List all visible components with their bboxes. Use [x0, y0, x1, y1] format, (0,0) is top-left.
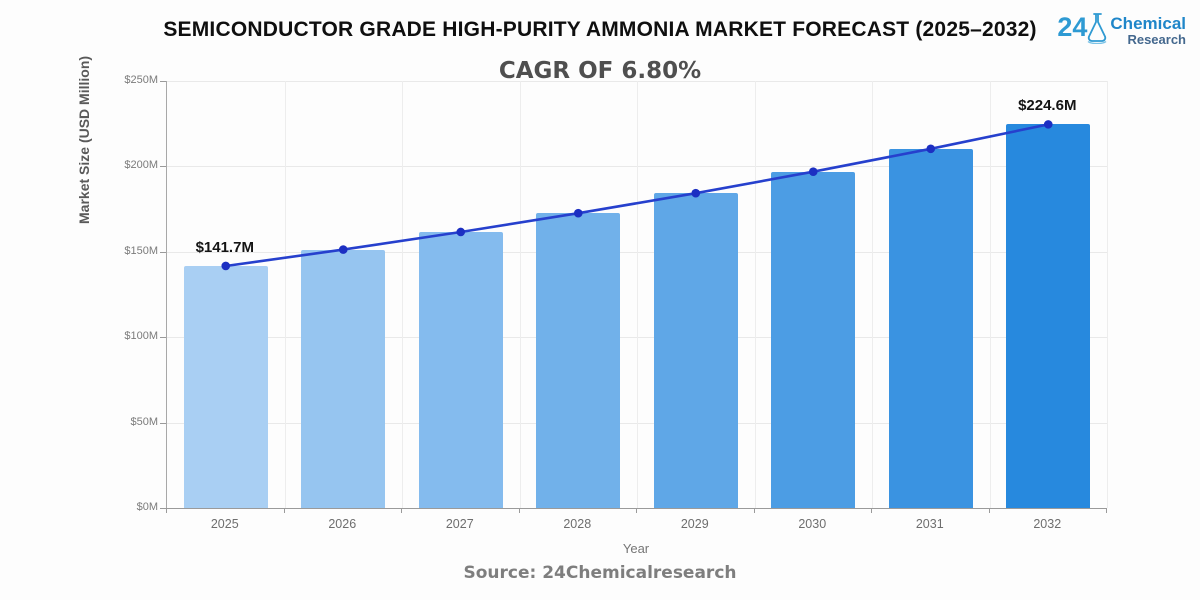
trend-line	[225, 123, 1049, 268]
x-tick-label: 2030	[798, 517, 827, 531]
logo-line2: Research	[1127, 32, 1186, 47]
x-tick-mark	[1106, 508, 1107, 513]
data-point-2030	[808, 167, 818, 176]
x-tick-label: 2031	[915, 517, 944, 531]
gridline-v	[402, 81, 403, 508]
x-tick-label: 2032	[1033, 517, 1062, 531]
gridline-v	[754, 81, 756, 508]
flask-icon	[1085, 12, 1109, 49]
x-tick-label: 2027	[445, 517, 474, 531]
y-tick-label: $100M	[124, 330, 158, 343]
x-tick-label: 2025	[210, 517, 239, 531]
data-point-2027	[456, 227, 466, 237]
gridline-v	[872, 81, 873, 508]
value-annotation: $141.7M	[195, 238, 254, 256]
bar-2029	[653, 193, 738, 508]
x-tick-label: 2028	[563, 517, 592, 531]
x-tick-label: 2026	[328, 517, 357, 531]
data-point-2026	[338, 245, 348, 254]
bar-2026	[301, 249, 386, 508]
logo-24: 24	[1057, 12, 1088, 42]
x-axis-title: Year	[622, 541, 650, 556]
bar-2031	[888, 148, 973, 508]
logo-line1: Chemical	[1110, 14, 1186, 33]
x-tick-mark	[871, 508, 872, 513]
gridline-v	[284, 81, 286, 508]
trend-line-layer	[221, 120, 1053, 271]
plot-area	[166, 81, 1108, 509]
x-tick-mark	[753, 508, 755, 513]
x-tick-mark	[401, 508, 402, 513]
source-credit: Source: 24Chemicalresearch	[463, 563, 737, 583]
y-tick-mark	[160, 508, 166, 509]
data-point-2029	[691, 188, 701, 198]
x-tick-mark	[166, 508, 167, 513]
value-annotation: $224.6M	[1018, 97, 1077, 115]
data-point-2028	[573, 208, 583, 218]
x-tick-mark	[518, 508, 520, 513]
y-tick-label: $150M	[124, 244, 158, 257]
bar-2025	[183, 265, 268, 508]
x-tick-mark	[988, 508, 990, 513]
bar-2032	[1006, 124, 1091, 508]
y-tick-mark	[160, 251, 166, 253]
x-tick-mark	[636, 508, 637, 513]
bar-2027	[418, 232, 503, 508]
logo-text: Chemical Research	[1110, 12, 1186, 46]
y-tick-mark	[160, 422, 166, 424]
bar-2028	[536, 213, 621, 508]
bar-2030	[771, 171, 856, 508]
y-tick-label: $50M	[130, 415, 158, 428]
chart-subtitle: CAGR OF 6.80%	[498, 58, 702, 84]
gridline-v	[637, 81, 638, 508]
gridline-v	[989, 81, 991, 508]
gridline-v	[1107, 81, 1108, 508]
gridline-v	[519, 81, 521, 508]
y-tick-mark	[160, 81, 166, 82]
x-tick-mark	[283, 508, 285, 513]
data-point-2025	[221, 261, 231, 271]
logo: 24 Chemical Research	[1057, 12, 1186, 49]
y-tick-label: $250M	[124, 74, 158, 86]
data-point-2031	[926, 144, 936, 154]
y-tick-label: $200M	[124, 159, 158, 172]
chart-title: SEMICONDUCTOR GRADE HIGH-PURITY AMMONIA …	[163, 18, 1037, 41]
y-tick-mark	[160, 337, 166, 339]
data-point-2032	[1043, 120, 1053, 129]
y-tick-mark	[160, 166, 166, 168]
x-tick-label: 2029	[680, 517, 709, 531]
y-tick-label: $0M	[136, 501, 158, 513]
